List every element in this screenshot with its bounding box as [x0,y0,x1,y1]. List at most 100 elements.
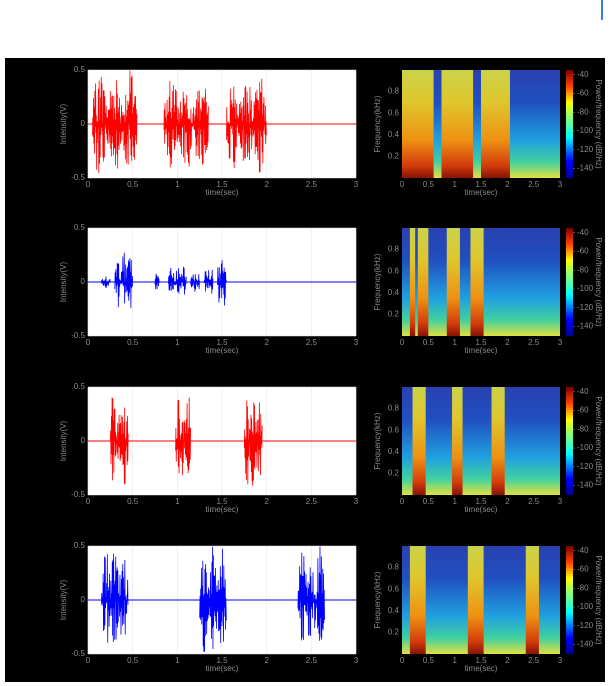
colorbar-tick-label: -40 [577,70,589,79]
y-tick-label: 0.8 [388,87,400,96]
colorbar-tick-label: -140 [577,322,594,331]
y-tick-label: -0.5 [71,490,85,499]
y-tick-label: 0.4 [388,130,400,139]
y-tick-label: 0.6 [388,266,400,275]
y-tick-label: 0.6 [388,425,400,434]
colorbar-tick-label: -60 [577,247,589,256]
x-tick-label: 1 [175,180,180,189]
spectrogram-band [481,70,510,178]
colorbar-label: Power/frequency (dB/Hz) [594,79,603,169]
y-tick-label: 0 [81,277,86,286]
y-axis-label: Intensity(V) [59,420,68,461]
y-tick-label: -0.5 [71,649,85,658]
x-axis-label: time(sec) [206,188,239,197]
y-tick-label: 0 [81,436,86,445]
x-tick-label: 1.5 [475,180,487,189]
x-tick-label: 2 [264,656,269,665]
x-axis-label: time(sec) [465,188,498,197]
x-tick-label: 2.5 [528,656,540,665]
x-tick-label: 0 [400,180,405,189]
colorbar-label: Power/frequency (dB/Hz) [594,396,603,486]
x-tick-label: 1 [452,656,457,665]
colorbar-tick-label: -120 [577,303,594,312]
waveform-burst [101,276,111,288]
x-axis-label: time(sec) [206,664,239,673]
y-tick-label: 0.8 [388,563,400,572]
waveform-burst [92,70,138,173]
waveform-burst [175,397,191,476]
y-tick-label: 0.2 [388,628,400,637]
y-tick-label: 0 [81,119,86,128]
colorbar-tick-label: -60 [577,89,589,98]
colorbar-tick-label: -60 [577,406,589,415]
waveform-burst [203,269,214,294]
spectrogram-background [402,387,560,495]
colorbar-tick-label: -120 [577,462,594,471]
x-tick-label: 1.5 [216,656,228,665]
x-tick-label: 2.5 [528,338,540,347]
x-tick-label: 0 [86,180,91,189]
waveform-burst [217,260,227,306]
waveform-burst [168,266,187,295]
x-tick-label: 0.5 [127,497,139,506]
spectrogram-band [409,228,416,336]
x-tick-label: 2.5 [528,180,540,189]
y-tick-label: 0.4 [388,606,400,615]
x-tick-label: 1.5 [475,497,487,506]
colorbar-tick-label: -40 [577,387,589,396]
colorbar-tick-label: -80 [577,583,589,592]
x-tick-label: 2 [264,497,269,506]
x-tick-label: 1.5 [475,338,487,347]
x-tick-label: 2 [264,338,269,347]
x-tick-label: 0.5 [423,180,435,189]
x-tick-label: 3 [558,338,563,347]
x-axis-label: time(sec) [206,346,239,355]
y-axis-label: Frequency(kHz) [373,95,382,152]
colorbar-tick-label: -100 [577,284,594,293]
x-tick-label: 2 [505,497,510,506]
waveform-burst [199,546,227,652]
waveform-burst [163,80,209,168]
x-tick-label: 3 [558,656,563,665]
y-tick-label: -0.5 [71,173,85,182]
x-tick-label: 2 [505,338,510,347]
spectrogram-band [402,70,434,178]
x-tick-label: 0 [400,338,405,347]
x-tick-label: 3 [354,180,359,189]
y-axis-label: Frequency(kHz) [373,571,382,628]
x-tick-label: 1 [175,497,180,506]
waveform-burst [190,274,200,292]
colorbar-tick-label: -100 [577,126,594,135]
x-tick-label: 0.5 [423,497,435,506]
x-tick-label: 3 [354,656,359,665]
spectrogram-band [491,387,505,495]
x-tick-label: 2 [505,180,510,189]
x-tick-label: 1 [175,338,180,347]
spectrogram-band [417,228,429,336]
y-tick-label: -0.5 [71,331,85,340]
colorbar [566,70,573,178]
spectrogram-band [452,387,463,495]
x-tick-label: 0 [400,497,405,506]
spectrogram-band [441,70,474,178]
y-axis-label: Intensity(V) [59,261,68,302]
x-tick-label: 0 [86,497,91,506]
x-tick-label: 1.5 [475,656,487,665]
colorbar [566,228,573,336]
waveform-burst [243,400,263,486]
spectrogram-band [525,546,539,654]
x-tick-label: 3 [354,497,359,506]
spectrogram-band [412,387,426,495]
spectrogram-band [467,546,484,654]
colorbar-label: Power/frequency (dB/Hz) [594,555,603,645]
x-tick-label: 1.5 [216,338,228,347]
colorbar-tick-label: -40 [577,546,589,555]
spectrogram-band [470,228,484,336]
waveform-burst [114,252,134,308]
colorbar-tick-label: -140 [577,640,594,649]
colorbar-tick-label: -80 [577,265,589,274]
x-tick-label: 1.5 [216,497,228,506]
x-tick-label: 2.5 [528,497,540,506]
x-tick-label: 3 [558,497,563,506]
y-tick-label: 0.4 [388,288,400,297]
